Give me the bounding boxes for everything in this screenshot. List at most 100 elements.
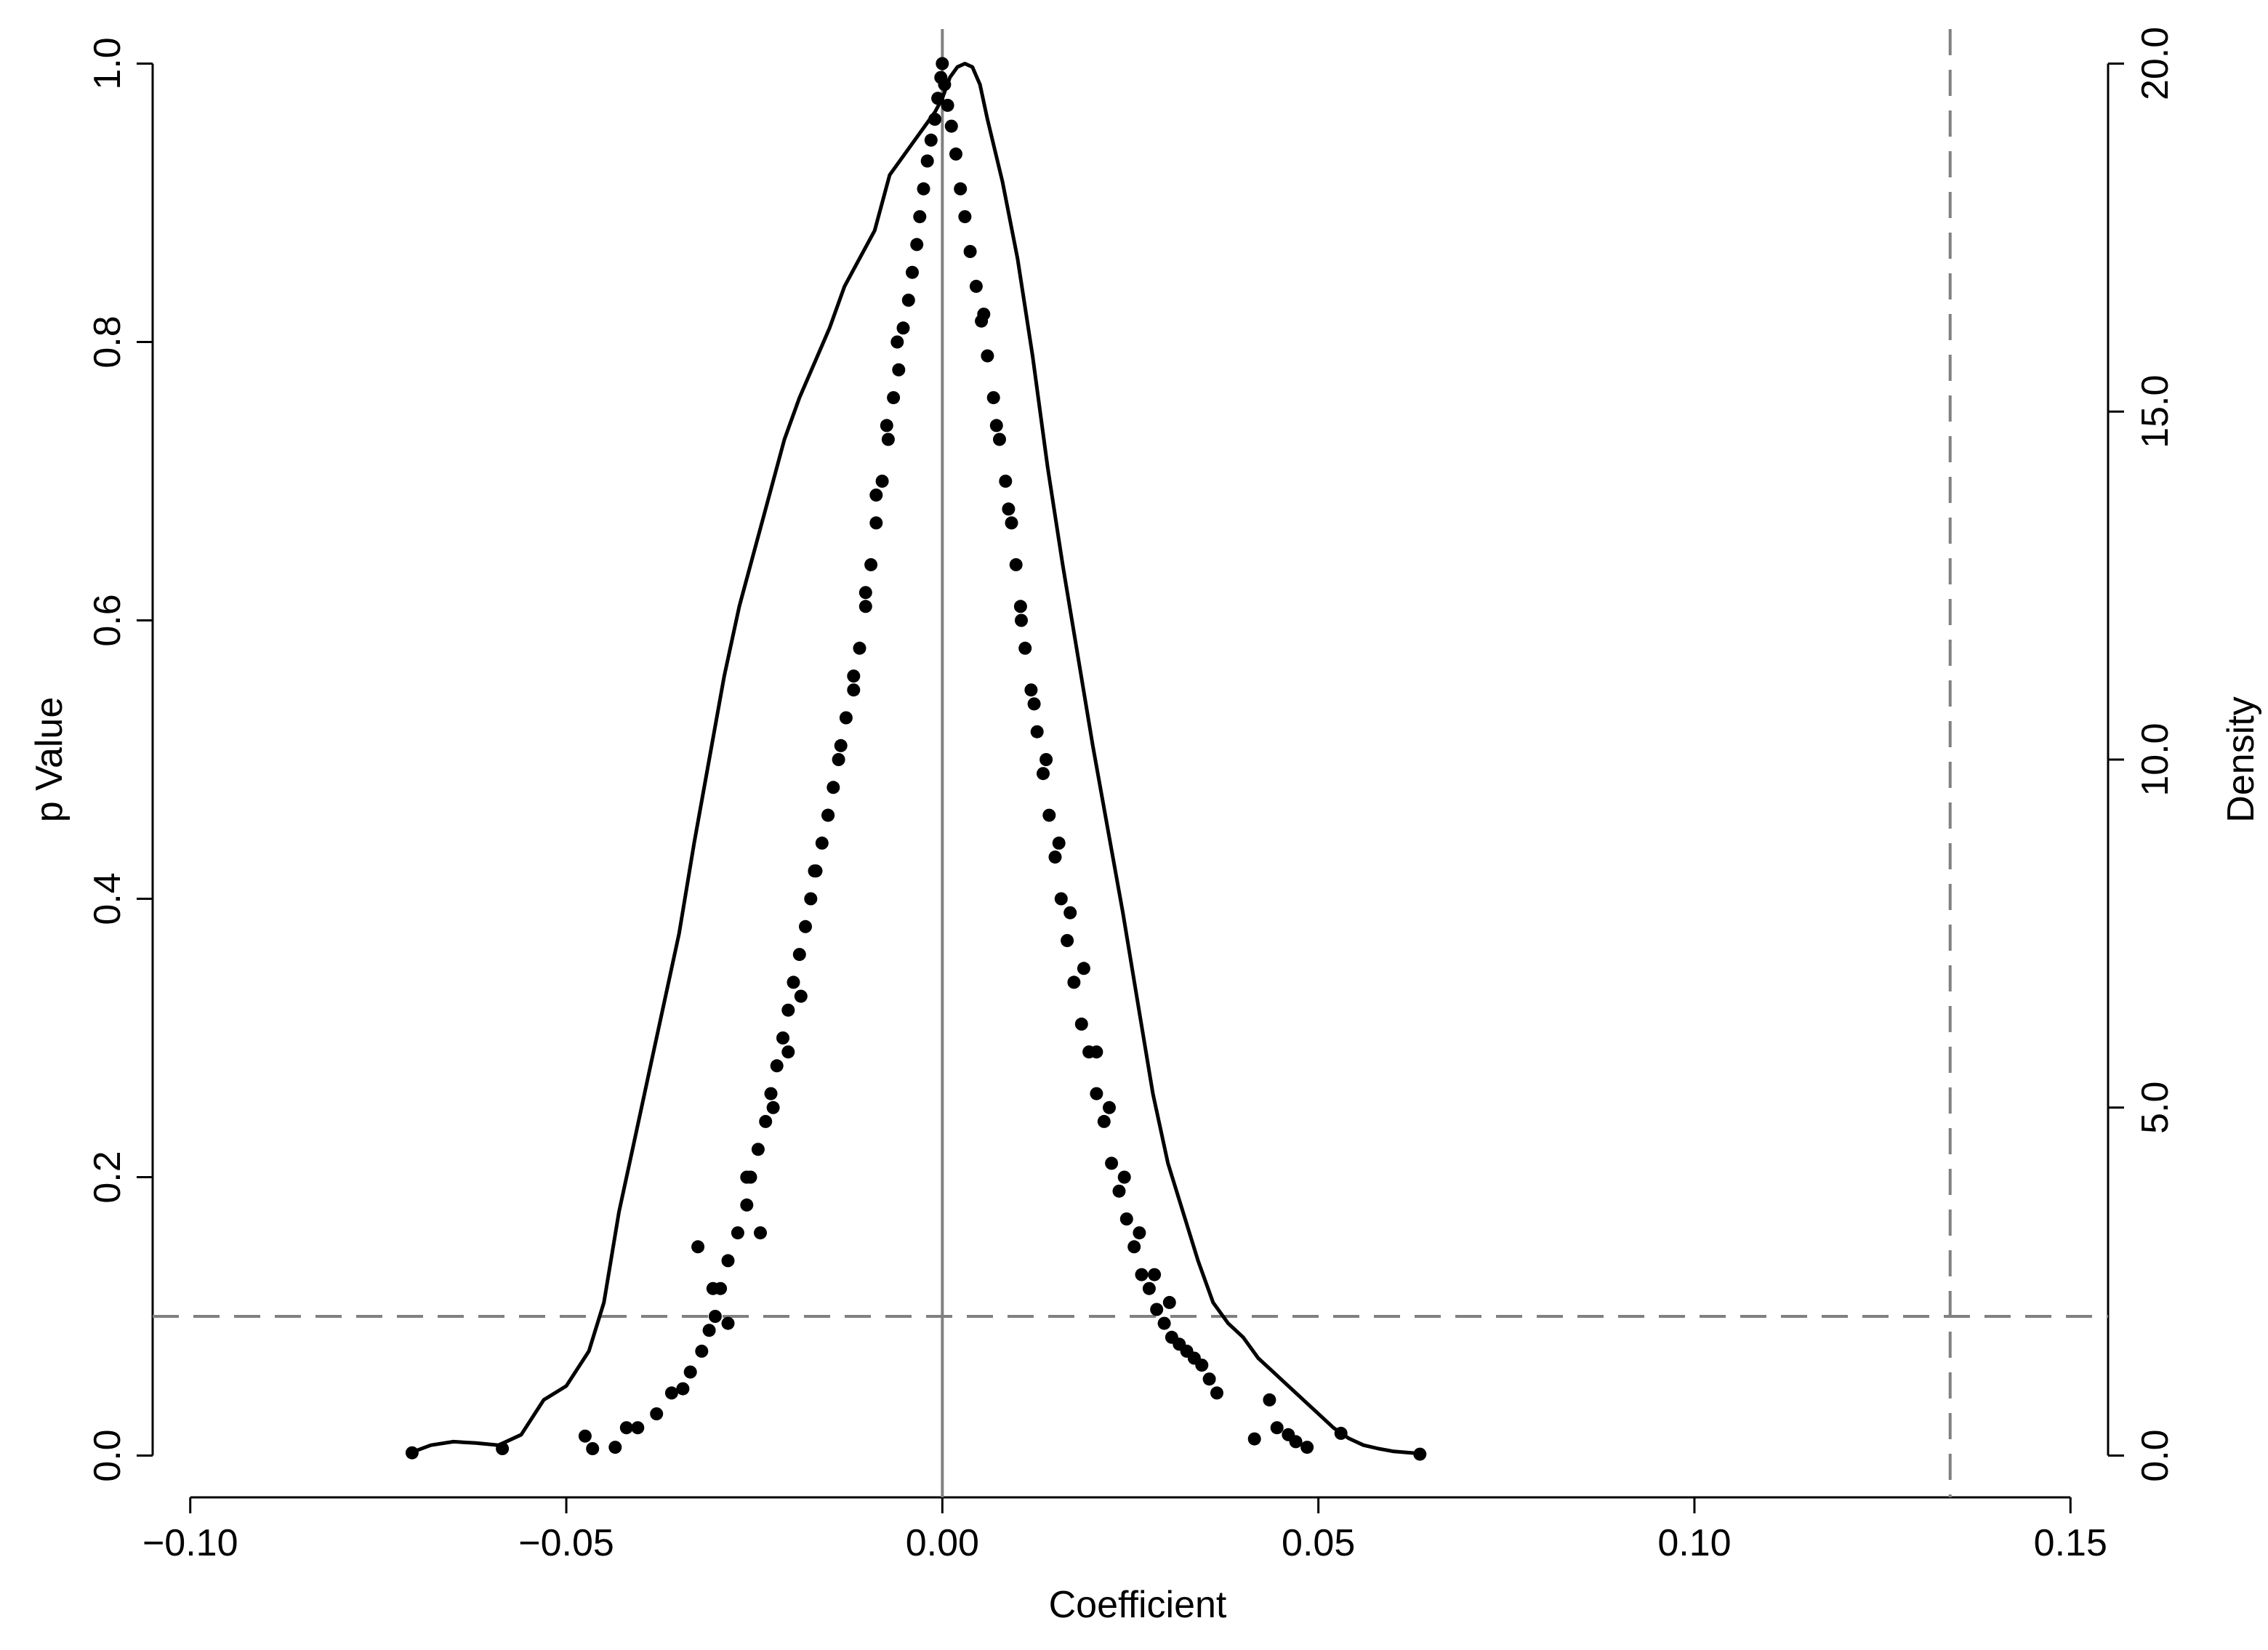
scatter-points-group bbox=[405, 57, 1427, 1461]
data-point bbox=[781, 1003, 795, 1017]
data-point bbox=[1247, 1432, 1261, 1446]
y-tick-label: 0.4 bbox=[87, 872, 129, 925]
data-point bbox=[924, 133, 938, 147]
data-point bbox=[1413, 1447, 1427, 1461]
data-point bbox=[892, 363, 906, 377]
data-point bbox=[650, 1407, 664, 1421]
data-point bbox=[1289, 1435, 1303, 1449]
data-point bbox=[731, 1226, 744, 1240]
data-point bbox=[754, 1226, 767, 1240]
data-point bbox=[1202, 1372, 1216, 1386]
density-curve-group bbox=[411, 62, 1420, 1456]
data-point bbox=[1300, 1441, 1314, 1454]
data-point bbox=[1052, 836, 1066, 850]
data-point bbox=[1037, 767, 1050, 781]
data-point bbox=[958, 210, 972, 224]
data-point bbox=[896, 321, 910, 335]
data-point bbox=[1009, 558, 1023, 571]
y-axis-label: p Value bbox=[28, 697, 71, 823]
data-point bbox=[721, 1316, 735, 1330]
data-point bbox=[764, 1087, 778, 1100]
data-point bbox=[1112, 1184, 1126, 1198]
data-point bbox=[981, 349, 994, 363]
data-point bbox=[1030, 725, 1044, 739]
data-point bbox=[721, 1254, 735, 1268]
data-point bbox=[858, 586, 872, 600]
data-point bbox=[890, 335, 904, 349]
data-point bbox=[1142, 1281, 1156, 1295]
data-point bbox=[1148, 1268, 1162, 1281]
data-point bbox=[993, 432, 1006, 446]
data-point bbox=[683, 1365, 697, 1379]
x-tick-label: 0.05 bbox=[1282, 1522, 1355, 1564]
data-point bbox=[963, 245, 977, 258]
data-point bbox=[1067, 975, 1081, 989]
data-point bbox=[787, 975, 800, 989]
data-point bbox=[740, 1198, 754, 1212]
x-tick-label: 0.15 bbox=[2034, 1522, 2107, 1564]
data-point bbox=[881, 432, 895, 446]
data-point bbox=[847, 669, 861, 683]
data-point bbox=[608, 1441, 622, 1454]
data-point bbox=[1334, 1426, 1348, 1440]
data-point bbox=[875, 475, 889, 488]
data-point bbox=[1024, 683, 1038, 697]
data-point bbox=[869, 516, 883, 530]
data-point bbox=[631, 1421, 645, 1435]
data-point bbox=[1063, 906, 1077, 919]
x-tick-label: 0.00 bbox=[906, 1522, 979, 1564]
data-point bbox=[708, 1310, 722, 1323]
y2-axis-label: Density bbox=[2220, 696, 2262, 822]
reference-lines bbox=[153, 29, 2108, 1497]
data-point bbox=[880, 419, 893, 432]
data-point bbox=[917, 182, 930, 196]
y2-tick-label: 20.0 bbox=[2134, 27, 2176, 100]
data-point bbox=[1150, 1303, 1164, 1316]
x-tick-label: −0.10 bbox=[142, 1522, 238, 1564]
data-point bbox=[931, 92, 945, 105]
data-point bbox=[949, 147, 962, 161]
data-point bbox=[1135, 1268, 1149, 1281]
y2-tick-label: 5.0 bbox=[2134, 1082, 2176, 1134]
data-point bbox=[405, 1446, 419, 1460]
data-point bbox=[938, 78, 952, 92]
data-point bbox=[834, 739, 848, 752]
x-axis-label: Coefficient bbox=[1049, 1584, 1227, 1626]
data-point bbox=[792, 948, 806, 962]
y-tick-label: 0.8 bbox=[87, 315, 129, 368]
data-point bbox=[794, 989, 808, 1003]
data-point bbox=[1048, 850, 1062, 864]
data-point bbox=[1013, 600, 1027, 613]
data-point bbox=[1157, 1316, 1171, 1330]
data-point bbox=[740, 1170, 754, 1184]
data-point bbox=[986, 391, 1000, 405]
data-point bbox=[1162, 1295, 1176, 1309]
density-curve bbox=[411, 62, 1420, 1456]
data-point bbox=[770, 1059, 784, 1073]
data-point bbox=[1054, 892, 1068, 906]
data-point bbox=[827, 781, 840, 794]
data-point bbox=[1119, 1212, 1133, 1226]
data-point bbox=[913, 210, 927, 224]
data-point bbox=[1015, 613, 1028, 627]
data-point bbox=[928, 113, 941, 126]
y-tick-label: 0.0 bbox=[87, 1429, 129, 1481]
axes-group: −0.10 −0.05 0.00 0.05 0.10 0.15 0.0 0.2 0.4 0.6 0.… bbox=[87, 27, 2176, 1564]
data-point bbox=[839, 711, 853, 725]
data-point bbox=[578, 1429, 592, 1443]
data-point bbox=[821, 808, 835, 822]
data-point bbox=[691, 1240, 705, 1254]
y-tick-label: 0.6 bbox=[87, 594, 129, 646]
data-point bbox=[1005, 516, 1018, 530]
data-point bbox=[586, 1442, 600, 1455]
data-point bbox=[619, 1421, 633, 1435]
data-point bbox=[706, 1281, 720, 1295]
y2-tick-label: 10.0 bbox=[2134, 723, 2176, 796]
data-point bbox=[664, 1386, 678, 1400]
data-point bbox=[1074, 1017, 1088, 1031]
y-tick-label: 1.0 bbox=[87, 37, 129, 89]
data-point bbox=[1270, 1421, 1284, 1435]
data-point bbox=[989, 419, 1003, 432]
data-point bbox=[1263, 1393, 1276, 1406]
